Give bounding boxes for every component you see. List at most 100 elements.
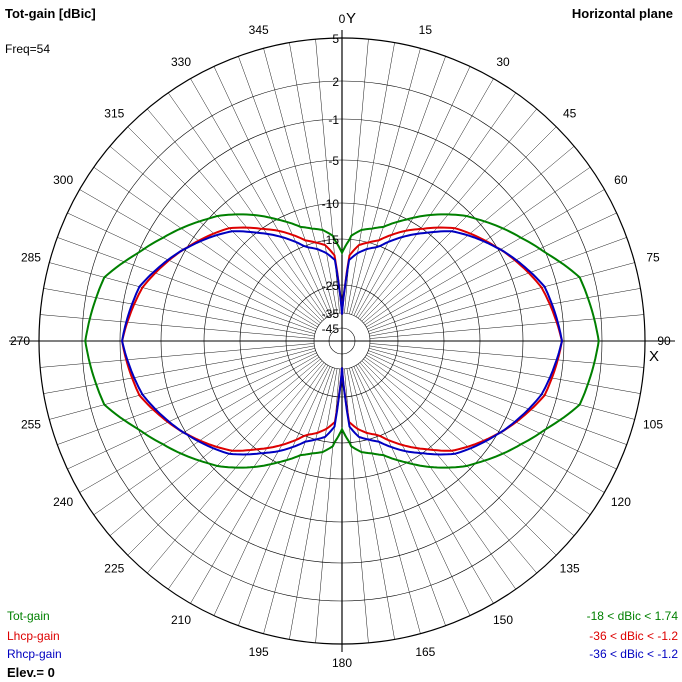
- angle-tick-label: 225: [104, 562, 124, 576]
- radial-tick-label: -10: [322, 197, 340, 211]
- series-line-tot-gain: [84, 213, 600, 469]
- radial-gridline: [93, 167, 320, 326]
- angle-tick-label: 345: [249, 23, 269, 37]
- radial-tick-label: -45: [322, 322, 340, 336]
- angle-tick-label: 30: [496, 55, 510, 69]
- radial-gridline: [346, 42, 395, 314]
- y-axis-label: Y: [346, 10, 357, 27]
- radial-gridline: [213, 366, 331, 616]
- radial-gridline: [127, 360, 323, 556]
- radial-gridline: [353, 366, 471, 616]
- series-layer: [84, 213, 600, 469]
- radial-gridline: [369, 343, 644, 368]
- radial-gridline: [67, 352, 317, 470]
- radial-gridline: [369, 345, 641, 394]
- angle-tick-label: 165: [415, 645, 435, 659]
- radial-gridline: [364, 356, 591, 515]
- legend-name-lhcp: Lhcp-gain: [7, 629, 60, 643]
- radial-gridline: [367, 352, 617, 470]
- radial-gridline: [355, 78, 494, 317]
- radial-gridline: [79, 189, 318, 328]
- radial-gridline: [289, 368, 338, 640]
- radial-gridline: [368, 237, 627, 332]
- radial-gridline: [49, 262, 316, 334]
- angle-tick-label: 105: [643, 417, 663, 431]
- angle-tick-label: 315: [104, 106, 124, 120]
- radial-gridline: [364, 167, 591, 326]
- angle-tick-label: 285: [21, 251, 41, 265]
- angle-tick-label: 135: [560, 562, 580, 576]
- radial-gridline: [43, 288, 315, 337]
- angle-tick-label: 15: [419, 23, 433, 37]
- radial-gridline: [349, 367, 421, 634]
- frequency-label: Freq=54: [5, 42, 51, 56]
- legend-range-lhcp: -36 < dBic < -1.2: [589, 629, 678, 643]
- radial-gridline: [40, 343, 315, 368]
- radial-gridline: [366, 189, 605, 328]
- radial-gridline: [368, 350, 627, 445]
- radial-gridline: [368, 348, 635, 420]
- radial-tick-label: 2: [332, 75, 339, 89]
- angle-tick-label: 90: [657, 334, 671, 348]
- radial-gridline: [351, 56, 446, 315]
- radial-gridline: [369, 288, 641, 337]
- radial-gridline: [127, 126, 323, 322]
- radial-gridline: [238, 56, 333, 315]
- radial-tick-label: -1: [328, 113, 339, 127]
- angle-tick-label: 180: [332, 656, 352, 670]
- angle-tick-label: 0: [339, 12, 346, 26]
- radial-gridline: [263, 367, 335, 634]
- radial-gridline: [351, 367, 446, 626]
- tick-labels: 0153045607590105120135150165180195210225…: [10, 12, 671, 670]
- angle-tick-label: 75: [646, 251, 660, 265]
- radial-gridline: [67, 212, 317, 330]
- legend-range-rhcp: -36 < dBic < -1.2: [589, 647, 678, 661]
- radial-gridline: [263, 48, 335, 315]
- radial-gridline: [346, 368, 395, 640]
- legend-name-rhcp: Rhcp-gain: [7, 647, 62, 661]
- radial-gridline: [79, 354, 318, 493]
- radial-gridline: [361, 126, 557, 322]
- angle-tick-label: 270: [10, 334, 30, 348]
- series-line-rhcp-gain: [121, 230, 564, 456]
- radial-tick-label: 5: [332, 32, 339, 46]
- radial-gridline: [357, 92, 516, 319]
- legend-name-tot: Tot-gain: [7, 609, 50, 623]
- plane-label: Horizontal plane: [571, 6, 673, 21]
- angle-tick-label: 150: [493, 613, 513, 627]
- radial-gridline: [190, 78, 329, 317]
- radial-gridline: [368, 262, 635, 334]
- radial-gridline: [289, 42, 338, 314]
- radial-gridline: [357, 363, 516, 590]
- chart-title: Tot-gain [dBic]: [5, 6, 96, 21]
- radial-gridline: [238, 367, 333, 626]
- radial-gridline: [367, 212, 617, 330]
- radial-gridline: [40, 314, 315, 339]
- radial-gridline: [361, 360, 557, 556]
- radial-gridline: [355, 365, 494, 604]
- elevation-label: Elev.= 0: [7, 665, 55, 680]
- angle-tick-label: 45: [563, 106, 577, 120]
- radial-tick-label: -15: [322, 233, 340, 247]
- angle-tick-label: 300: [53, 173, 73, 187]
- legend-range-tot: -18 < dBic < 1.74: [586, 609, 678, 623]
- angle-tick-label: 240: [53, 495, 73, 509]
- angle-tick-label: 120: [611, 495, 631, 509]
- radial-gridline: [190, 365, 329, 604]
- angle-tick-label: 60: [614, 173, 628, 187]
- angle-tick-label: 255: [21, 417, 41, 431]
- x-axis-label: X: [649, 348, 660, 365]
- radial-gridline: [57, 237, 316, 332]
- radial-gridline: [168, 363, 327, 590]
- radial-gridline: [168, 92, 327, 319]
- angle-tick-label: 195: [249, 645, 269, 659]
- radial-tick-label: -35: [322, 307, 340, 321]
- radial-gridline: [49, 348, 316, 420]
- radial-gridline: [57, 350, 316, 445]
- radial-gridline: [366, 354, 605, 493]
- radial-gridline: [93, 356, 320, 515]
- angle-tick-label: 330: [171, 55, 191, 69]
- radial-tick-label: -5: [328, 154, 339, 168]
- radial-gridline: [369, 314, 644, 339]
